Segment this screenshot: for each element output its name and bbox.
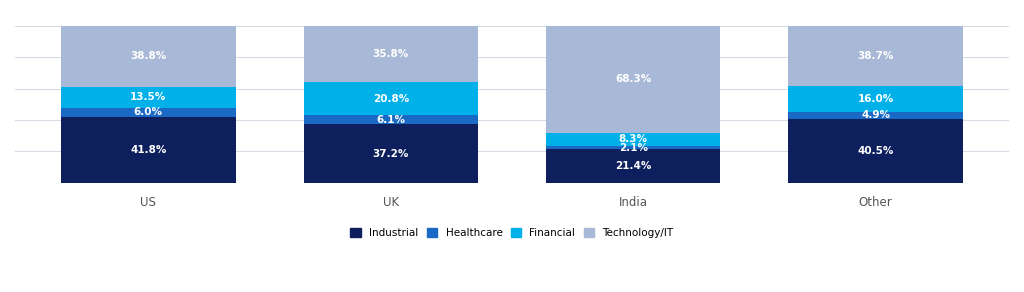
Bar: [546, 149, 721, 183]
Bar: [546, 133, 721, 146]
Bar: [788, 112, 963, 119]
Text: 40.5%: 40.5%: [857, 146, 894, 156]
Text: 16.0%: 16.0%: [857, 94, 894, 104]
Bar: [303, 26, 478, 82]
Bar: [546, 146, 721, 149]
Bar: [303, 82, 478, 115]
Text: 20.8%: 20.8%: [373, 93, 409, 104]
Text: 41.8%: 41.8%: [130, 145, 167, 155]
Text: 8.3%: 8.3%: [618, 134, 648, 144]
Bar: [788, 26, 963, 86]
Bar: [61, 87, 236, 108]
Bar: [546, 26, 721, 133]
Bar: [788, 119, 963, 183]
Text: 13.5%: 13.5%: [130, 92, 167, 102]
Text: 35.8%: 35.8%: [373, 49, 409, 59]
Text: 38.7%: 38.7%: [857, 51, 894, 61]
Text: 68.3%: 68.3%: [615, 74, 651, 84]
Text: 4.9%: 4.9%: [861, 110, 890, 120]
Bar: [61, 117, 236, 183]
Bar: [303, 124, 478, 183]
Text: 21.4%: 21.4%: [615, 161, 651, 171]
Text: 37.2%: 37.2%: [373, 149, 409, 159]
Text: 6.0%: 6.0%: [134, 107, 163, 117]
Legend: Industrial, Healthcare, Financial, Technology/IT: Industrial, Healthcare, Financial, Techn…: [347, 225, 677, 241]
Bar: [788, 86, 963, 112]
Bar: [61, 26, 236, 87]
Bar: [303, 115, 478, 124]
Text: 6.1%: 6.1%: [376, 115, 406, 125]
Bar: [61, 108, 236, 117]
Text: 38.8%: 38.8%: [130, 51, 167, 61]
Text: 2.1%: 2.1%: [618, 142, 648, 152]
